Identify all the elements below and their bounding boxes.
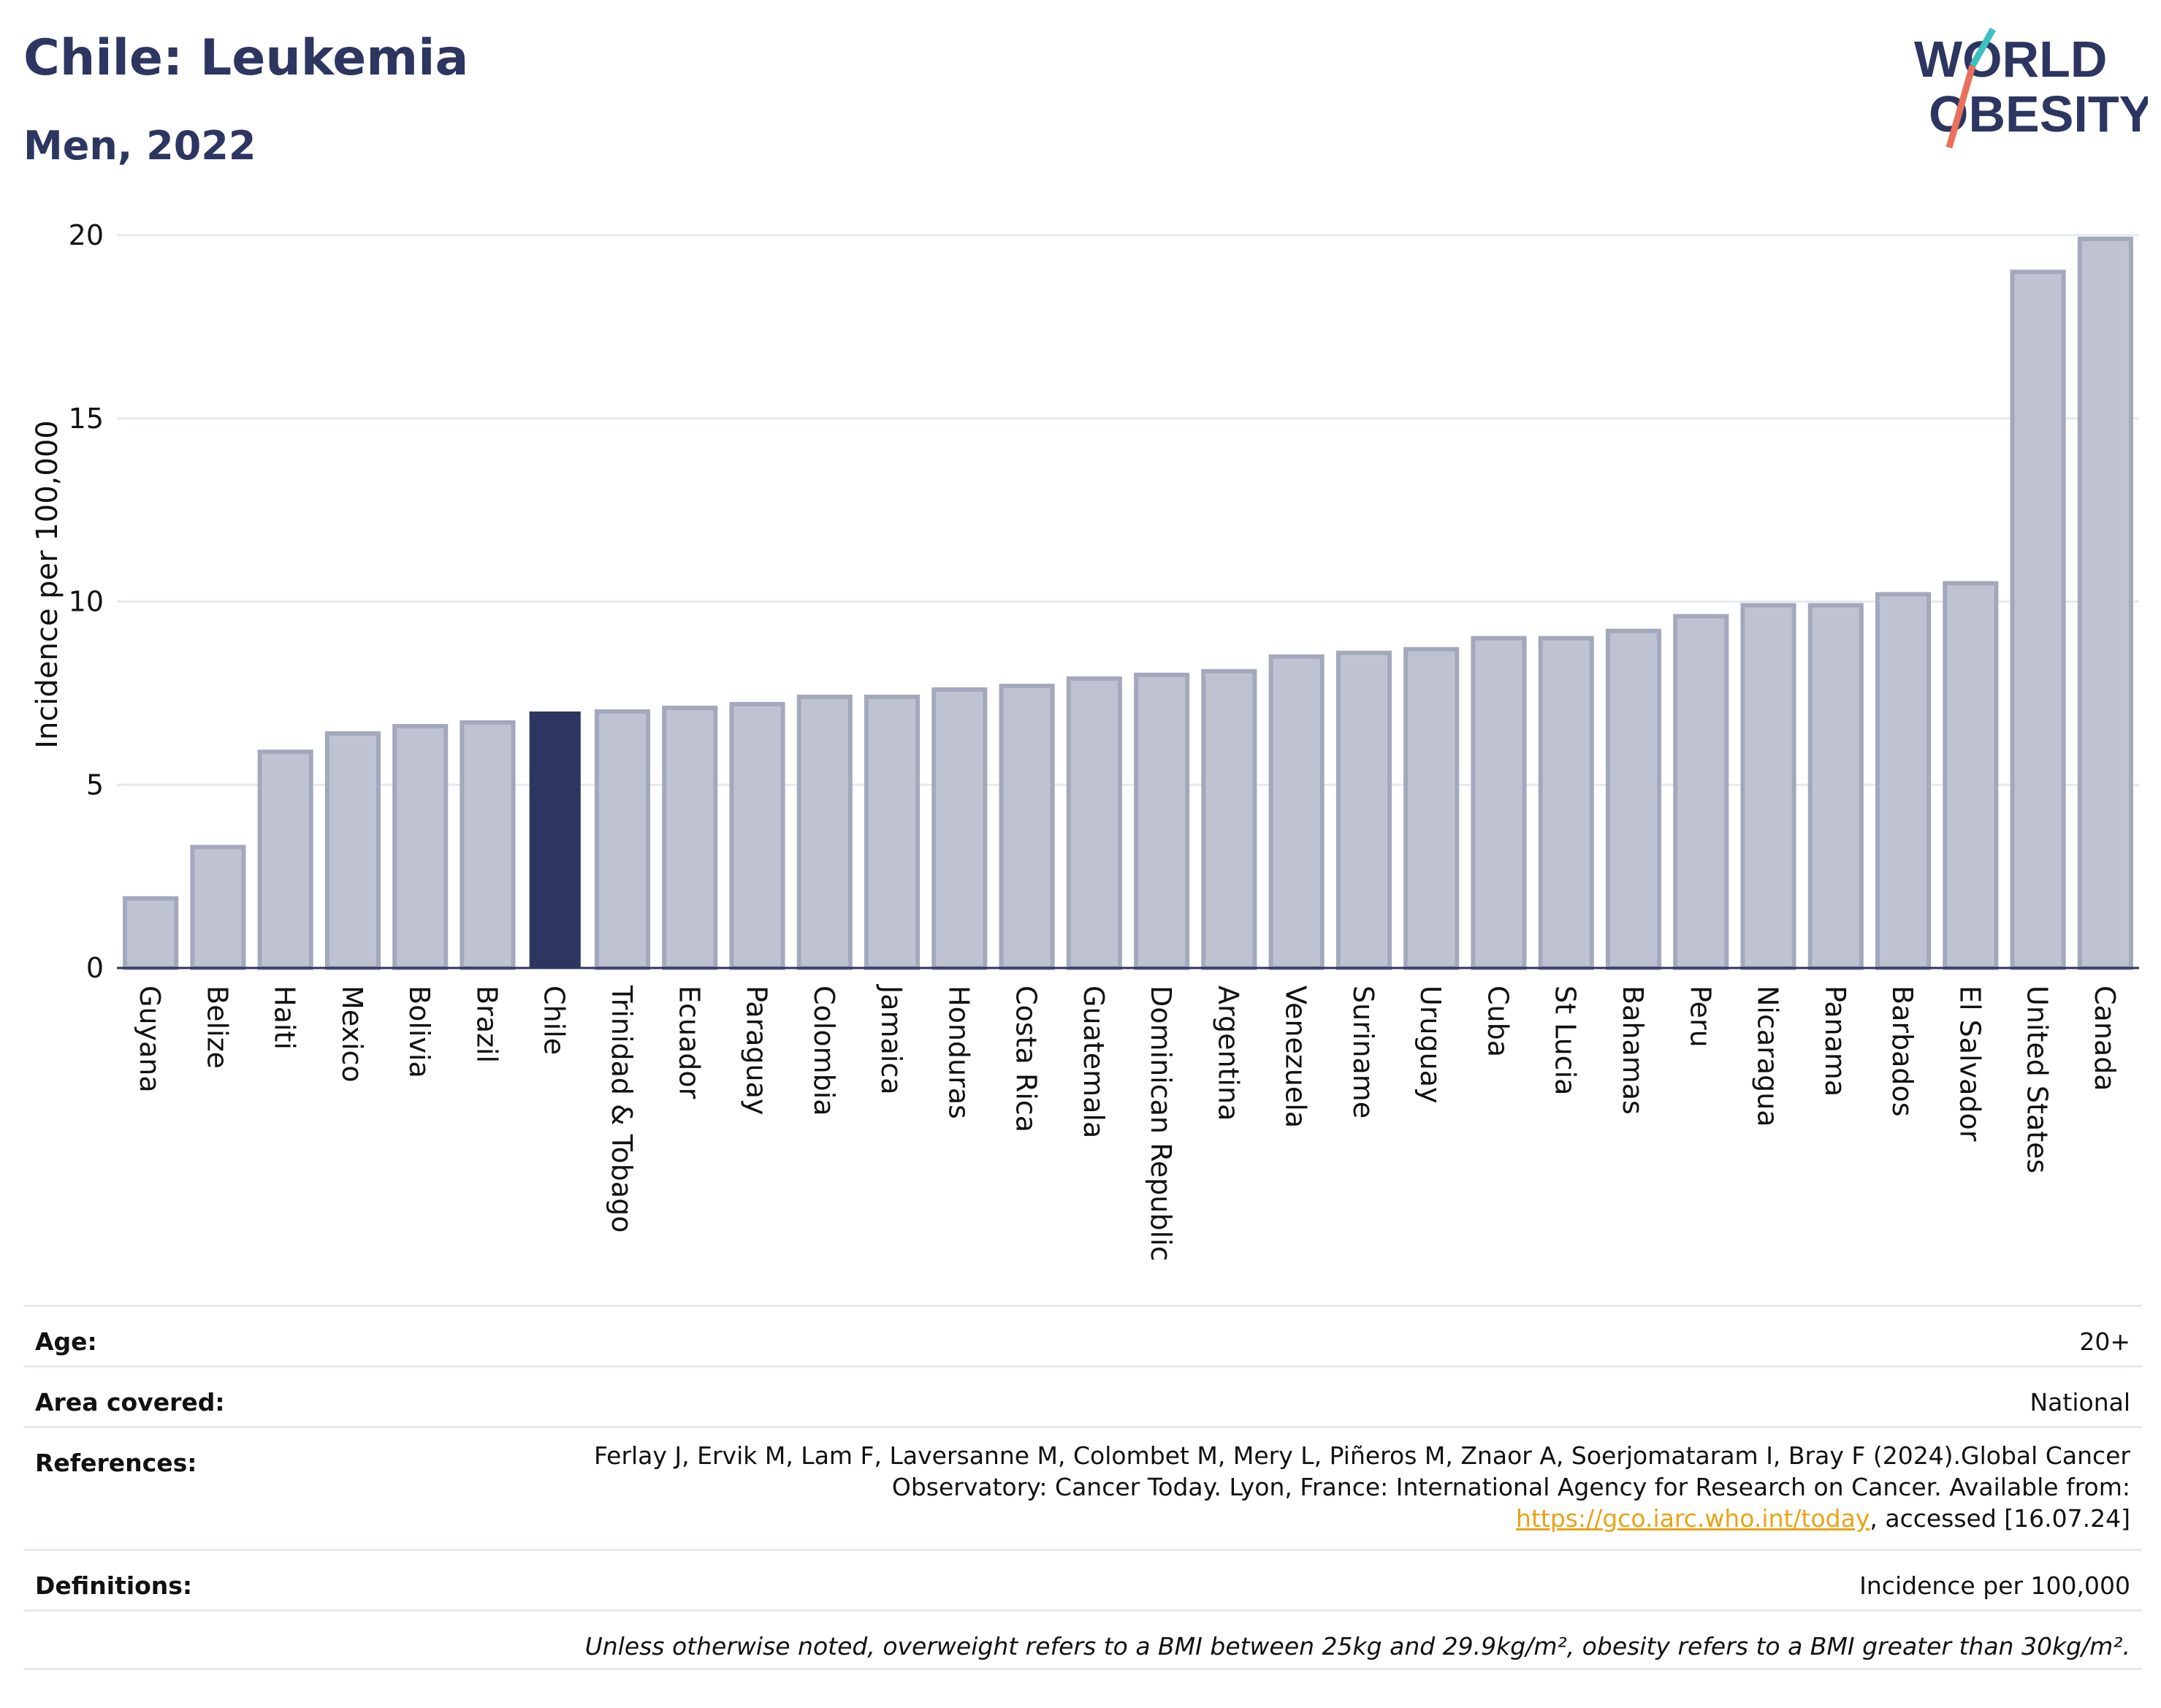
x-tick-label: Belize xyxy=(201,985,233,1069)
bar-honduras xyxy=(931,687,988,970)
y-tick-label: 15 xyxy=(69,403,104,435)
x-tick-label: United States xyxy=(2021,985,2054,1173)
logo-slash-coral xyxy=(1945,64,1976,149)
world-obesity-logo: WORLD OBESITY xyxy=(1914,27,2148,149)
area-value: National xyxy=(2029,1388,2130,1417)
y-tick-label: 5 xyxy=(86,769,104,801)
bar-venezuela xyxy=(1268,654,1325,970)
x-tick-label: Panama xyxy=(1819,985,1851,1097)
meta-row-area: Area covered: National xyxy=(23,1365,2142,1426)
references-value: Ferlay J, Ervik M, Lam F, Laversanne M, … xyxy=(560,1428,2130,1549)
definitions-label: Definitions: xyxy=(35,1571,193,1600)
x-tick-label: Paraguay xyxy=(741,985,773,1115)
area-label: Area covered: xyxy=(35,1388,225,1417)
meta-row-references: References: Ferlay J, Ervik M, Lam F, La… xyxy=(23,1426,2142,1549)
bmi-note: Unless otherwise noted, overweight refer… xyxy=(584,1632,2130,1661)
x-tick-label: Uruguay xyxy=(1414,985,1447,1104)
bar-chile xyxy=(529,711,581,968)
meta-row-note: Unless otherwise noted, overweight refer… xyxy=(23,1609,2142,1670)
x-tick-label: Honduras xyxy=(942,985,975,1119)
bar-argentina xyxy=(1201,668,1257,970)
x-tick-label: Brazil xyxy=(470,985,503,1063)
bar-haiti xyxy=(257,750,313,970)
bar-cuba xyxy=(1471,636,1527,971)
age-label: Age: xyxy=(35,1327,97,1356)
x-tick-label: Trinidad & Tobago xyxy=(606,985,638,1233)
x-tick-label: Argentina xyxy=(1212,985,1244,1121)
x-tick-label: Costa Rica xyxy=(1010,985,1043,1132)
bar-colombia xyxy=(796,694,853,970)
x-tick-label: Peru xyxy=(1684,985,1716,1048)
x-tick-label: Dominican Republic xyxy=(1145,985,1177,1261)
meta-row-definitions: Definitions: Incidence per 100,000 xyxy=(23,1549,2142,1609)
chart-subtitle: Men, 2022 xyxy=(23,123,256,169)
x-tick-label: Haiti xyxy=(269,985,301,1050)
bar-dominican-republic xyxy=(1134,672,1190,970)
y-tick-label: 0 xyxy=(86,952,104,984)
bar-paraguay xyxy=(729,701,785,970)
references-accessed: , accessed [16.07.24] xyxy=(1870,1504,2130,1533)
bar-panama xyxy=(1807,603,1864,970)
bar-st-lucia xyxy=(1538,636,1594,971)
meta-row-age: Age: 20+ xyxy=(23,1305,2142,1365)
bar-uruguay xyxy=(1403,647,1460,970)
bar-belize xyxy=(190,845,246,970)
bar-ecuador xyxy=(662,705,718,970)
y-tick-label: 10 xyxy=(69,586,104,618)
x-tick-label: Canada xyxy=(2089,985,2121,1091)
x-tick-label: Barbados xyxy=(1886,985,1918,1117)
x-tick-label: Nicaragua xyxy=(1752,985,1784,1127)
x-tick-label: Mexico xyxy=(336,985,368,1083)
bar-canada xyxy=(2077,237,2133,970)
x-tick-label: Cuba xyxy=(1482,985,1514,1057)
x-tick-label: Ecuador xyxy=(673,985,705,1099)
x-tick-label: Bahamas xyxy=(1617,985,1649,1115)
bar-costa-rica xyxy=(999,683,1055,970)
bar-el-salvador xyxy=(1943,581,1999,970)
bar-chart: 0 5 10 15 20 Incidence per 100,000 Guyana Bel… xyxy=(31,219,2139,1261)
gridlines xyxy=(117,234,2139,786)
bar-nicaragua xyxy=(1740,603,1796,970)
bar-bolivia xyxy=(392,724,449,970)
logo-line1: WORLD xyxy=(1914,31,2107,88)
x-tick-label: Venezuela xyxy=(1280,985,1312,1128)
bar-mexico xyxy=(324,731,381,970)
references-text: Ferlay J, Ervik M, Lam F, Laversanne M, … xyxy=(593,1441,2130,1501)
x-tick-label: Jamaica xyxy=(875,984,907,1095)
bar-trinidad-tobago xyxy=(594,709,651,970)
references-label: References: xyxy=(35,1449,197,1477)
bar-suriname xyxy=(1335,650,1392,971)
bar-guyana xyxy=(123,896,179,970)
definitions-value: Incidence per 100,000 xyxy=(1859,1571,2130,1600)
bar-barbados xyxy=(1875,592,1932,970)
x-tick-label: Bolivia xyxy=(403,985,435,1078)
metadata-table: Age: 20+ Area covered: National Referenc… xyxy=(23,1305,2142,1670)
bars xyxy=(123,237,2133,971)
y-tick-labels: 0 5 10 15 20 xyxy=(69,219,104,984)
x-tick-labels: Guyana Belize Haiti Mexico Bolivia Brazil Chil… xyxy=(134,984,2121,1261)
y-tick-label: 20 xyxy=(69,219,104,251)
bar-bahamas xyxy=(1605,628,1662,970)
x-tick-label: St Lucia xyxy=(1550,985,1582,1095)
y-axis-label: Incidence per 100,000 xyxy=(31,420,64,749)
x-tick-label: Guyana xyxy=(134,985,166,1093)
references-link[interactable]: https://gco.iarc.who.int/today xyxy=(1516,1504,1870,1533)
x-tick-label: Colombia xyxy=(808,985,840,1116)
bar-united-states xyxy=(2010,270,2066,970)
x-tick-label: Suriname xyxy=(1347,985,1379,1118)
bar-brazil xyxy=(460,720,516,970)
age-value: 20+ xyxy=(2079,1327,2130,1356)
logo-slash-teal xyxy=(1970,27,1996,68)
x-tick-label: El Salvador xyxy=(1954,985,1986,1142)
bar-peru xyxy=(1673,614,1729,970)
chart-title: Chile: Leukemia xyxy=(23,29,469,87)
x-tick-label: Chile xyxy=(538,985,571,1055)
bar-guatemala xyxy=(1066,676,1122,970)
bar-jamaica xyxy=(864,694,921,970)
x-tick-label: Guatemala xyxy=(1078,985,1110,1138)
